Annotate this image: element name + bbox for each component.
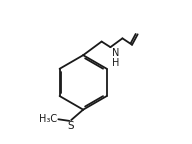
Text: N
H: N H <box>112 48 120 68</box>
Text: H₃C: H₃C <box>39 114 58 124</box>
Text: S: S <box>68 121 74 131</box>
